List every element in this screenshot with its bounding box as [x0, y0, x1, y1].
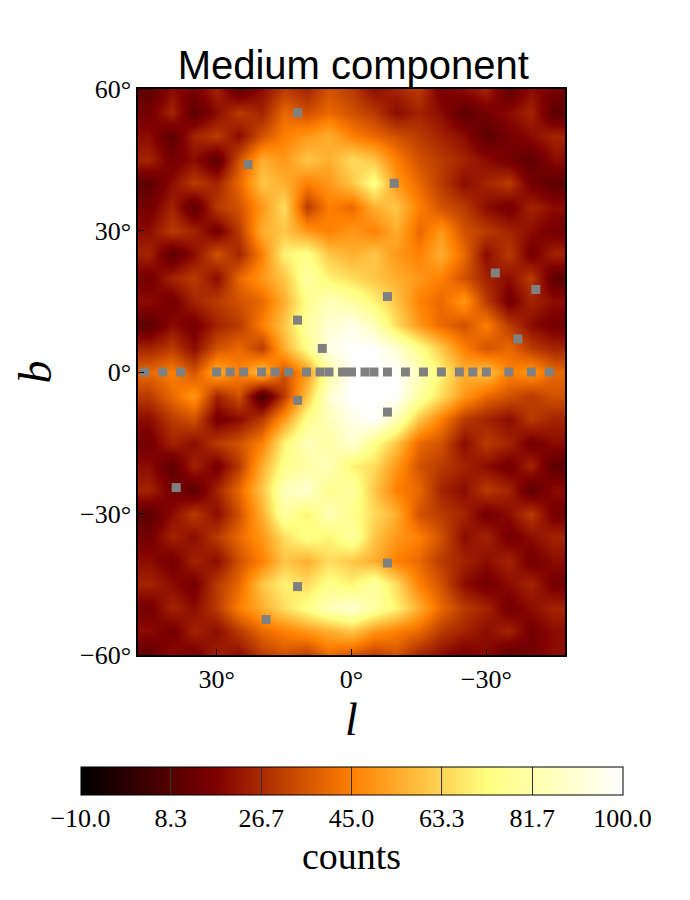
svg-text:0°: 0°	[108, 358, 131, 387]
svg-text:63.3: 63.3	[419, 804, 465, 833]
svg-text:60°: 60°	[95, 75, 131, 104]
svg-text:l: l	[345, 694, 358, 745]
svg-text:b: b	[10, 361, 61, 384]
svg-text:26.7: 26.7	[239, 804, 285, 833]
svg-text:100.0: 100.0	[593, 804, 652, 833]
svg-text:−10.0: −10.0	[50, 804, 110, 833]
svg-text:30°: 30°	[198, 665, 234, 694]
svg-text:−30°: −30°	[80, 500, 131, 529]
svg-text:0°: 0°	[340, 665, 363, 694]
svg-text:counts: counts	[302, 835, 401, 877]
svg-text:−30°: −30°	[461, 665, 512, 694]
svg-text:30°: 30°	[95, 217, 131, 246]
svg-text:45.0: 45.0	[329, 804, 375, 833]
svg-text:−60°: −60°	[80, 641, 131, 670]
svg-text:8.3: 8.3	[154, 804, 187, 833]
svg-text:81.7: 81.7	[510, 804, 556, 833]
svg-text:Medium component: Medium component	[178, 43, 529, 87]
